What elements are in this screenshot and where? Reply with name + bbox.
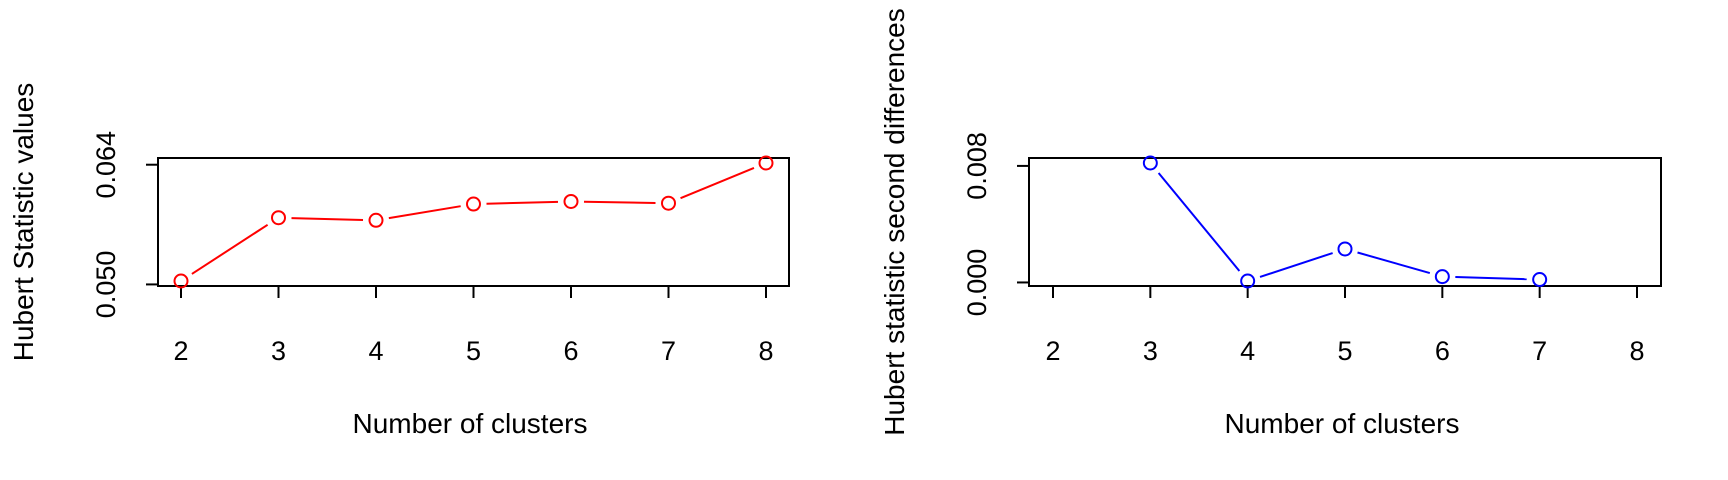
data-point xyxy=(758,155,774,171)
data-point xyxy=(661,195,676,211)
x-tick-label: 8 xyxy=(758,336,773,366)
x-tick-label: 6 xyxy=(563,336,578,366)
x-tick-label: 4 xyxy=(368,336,383,366)
data-point xyxy=(173,273,189,289)
data-point xyxy=(1532,272,1548,288)
x-tick-label: 8 xyxy=(1629,336,1644,366)
x-axis: 2 3 4 5 6 7 8 xyxy=(173,286,774,366)
series-line-segment xyxy=(191,223,269,275)
x-tick-label: 7 xyxy=(1532,336,1547,366)
data-point xyxy=(1337,241,1353,257)
data-point xyxy=(271,210,286,226)
x-tick-label: 4 xyxy=(1240,336,1255,366)
y-tick-label: 0.000 xyxy=(962,249,992,317)
series-line-segment xyxy=(291,217,364,221)
data-point xyxy=(1434,269,1450,285)
x-axis-title: Number of clusters xyxy=(353,408,588,439)
plot-frame xyxy=(1028,157,1662,287)
hubert-statistic-panel: 2 3 4 5 6 7 8 0.050 0.064 Number of clusters Hu… xyxy=(8,83,790,439)
y-axis: 0.000 0.008 xyxy=(962,132,1029,316)
data-point xyxy=(466,196,481,212)
series-line-segment xyxy=(1259,252,1333,278)
x-tick-label: 3 xyxy=(271,336,286,366)
data-point xyxy=(368,212,384,228)
x-tick-label: 2 xyxy=(173,336,188,366)
x-axis-title: Number of clusters xyxy=(1225,408,1460,439)
y-axis-title: Hubert statistic second differences xyxy=(879,8,910,435)
series-hubert-statistic xyxy=(173,155,774,289)
series-line-segment xyxy=(486,200,559,205)
data-point xyxy=(1142,155,1158,171)
x-tick-label: 6 xyxy=(1435,336,1450,366)
y-axis: 0.050 0.064 xyxy=(91,131,158,318)
plot-frame xyxy=(157,157,790,287)
series-line-segment xyxy=(680,167,755,200)
series-line-segment xyxy=(388,205,461,220)
x-tick-label: 5 xyxy=(1337,336,1352,366)
series-line-segment xyxy=(1157,172,1241,272)
x-axis: 2 3 4 5 6 7 8 xyxy=(1045,286,1645,366)
y-tick-label: 0.050 xyxy=(91,251,121,319)
y-axis-title: Hubert Statistic values xyxy=(8,83,39,362)
series-second-differences xyxy=(1142,155,1548,289)
data-point xyxy=(1240,273,1256,289)
x-tick-label: 2 xyxy=(1045,336,1060,366)
y-tick-label: 0.064 xyxy=(91,131,121,199)
data-point xyxy=(563,193,579,209)
x-tick-label: 7 xyxy=(661,336,676,366)
second-differences-panel: 2 3 4 5 6 7 8 0.000 0.008 Number of clusters Hu… xyxy=(879,8,1662,439)
series-line-segment xyxy=(1357,251,1431,275)
x-tick-label: 3 xyxy=(1143,336,1158,366)
y-tick-label: 0.008 xyxy=(962,132,992,200)
series-line-segment xyxy=(583,200,656,204)
x-tick-label: 5 xyxy=(466,336,481,366)
series-line-segment xyxy=(1455,276,1527,281)
